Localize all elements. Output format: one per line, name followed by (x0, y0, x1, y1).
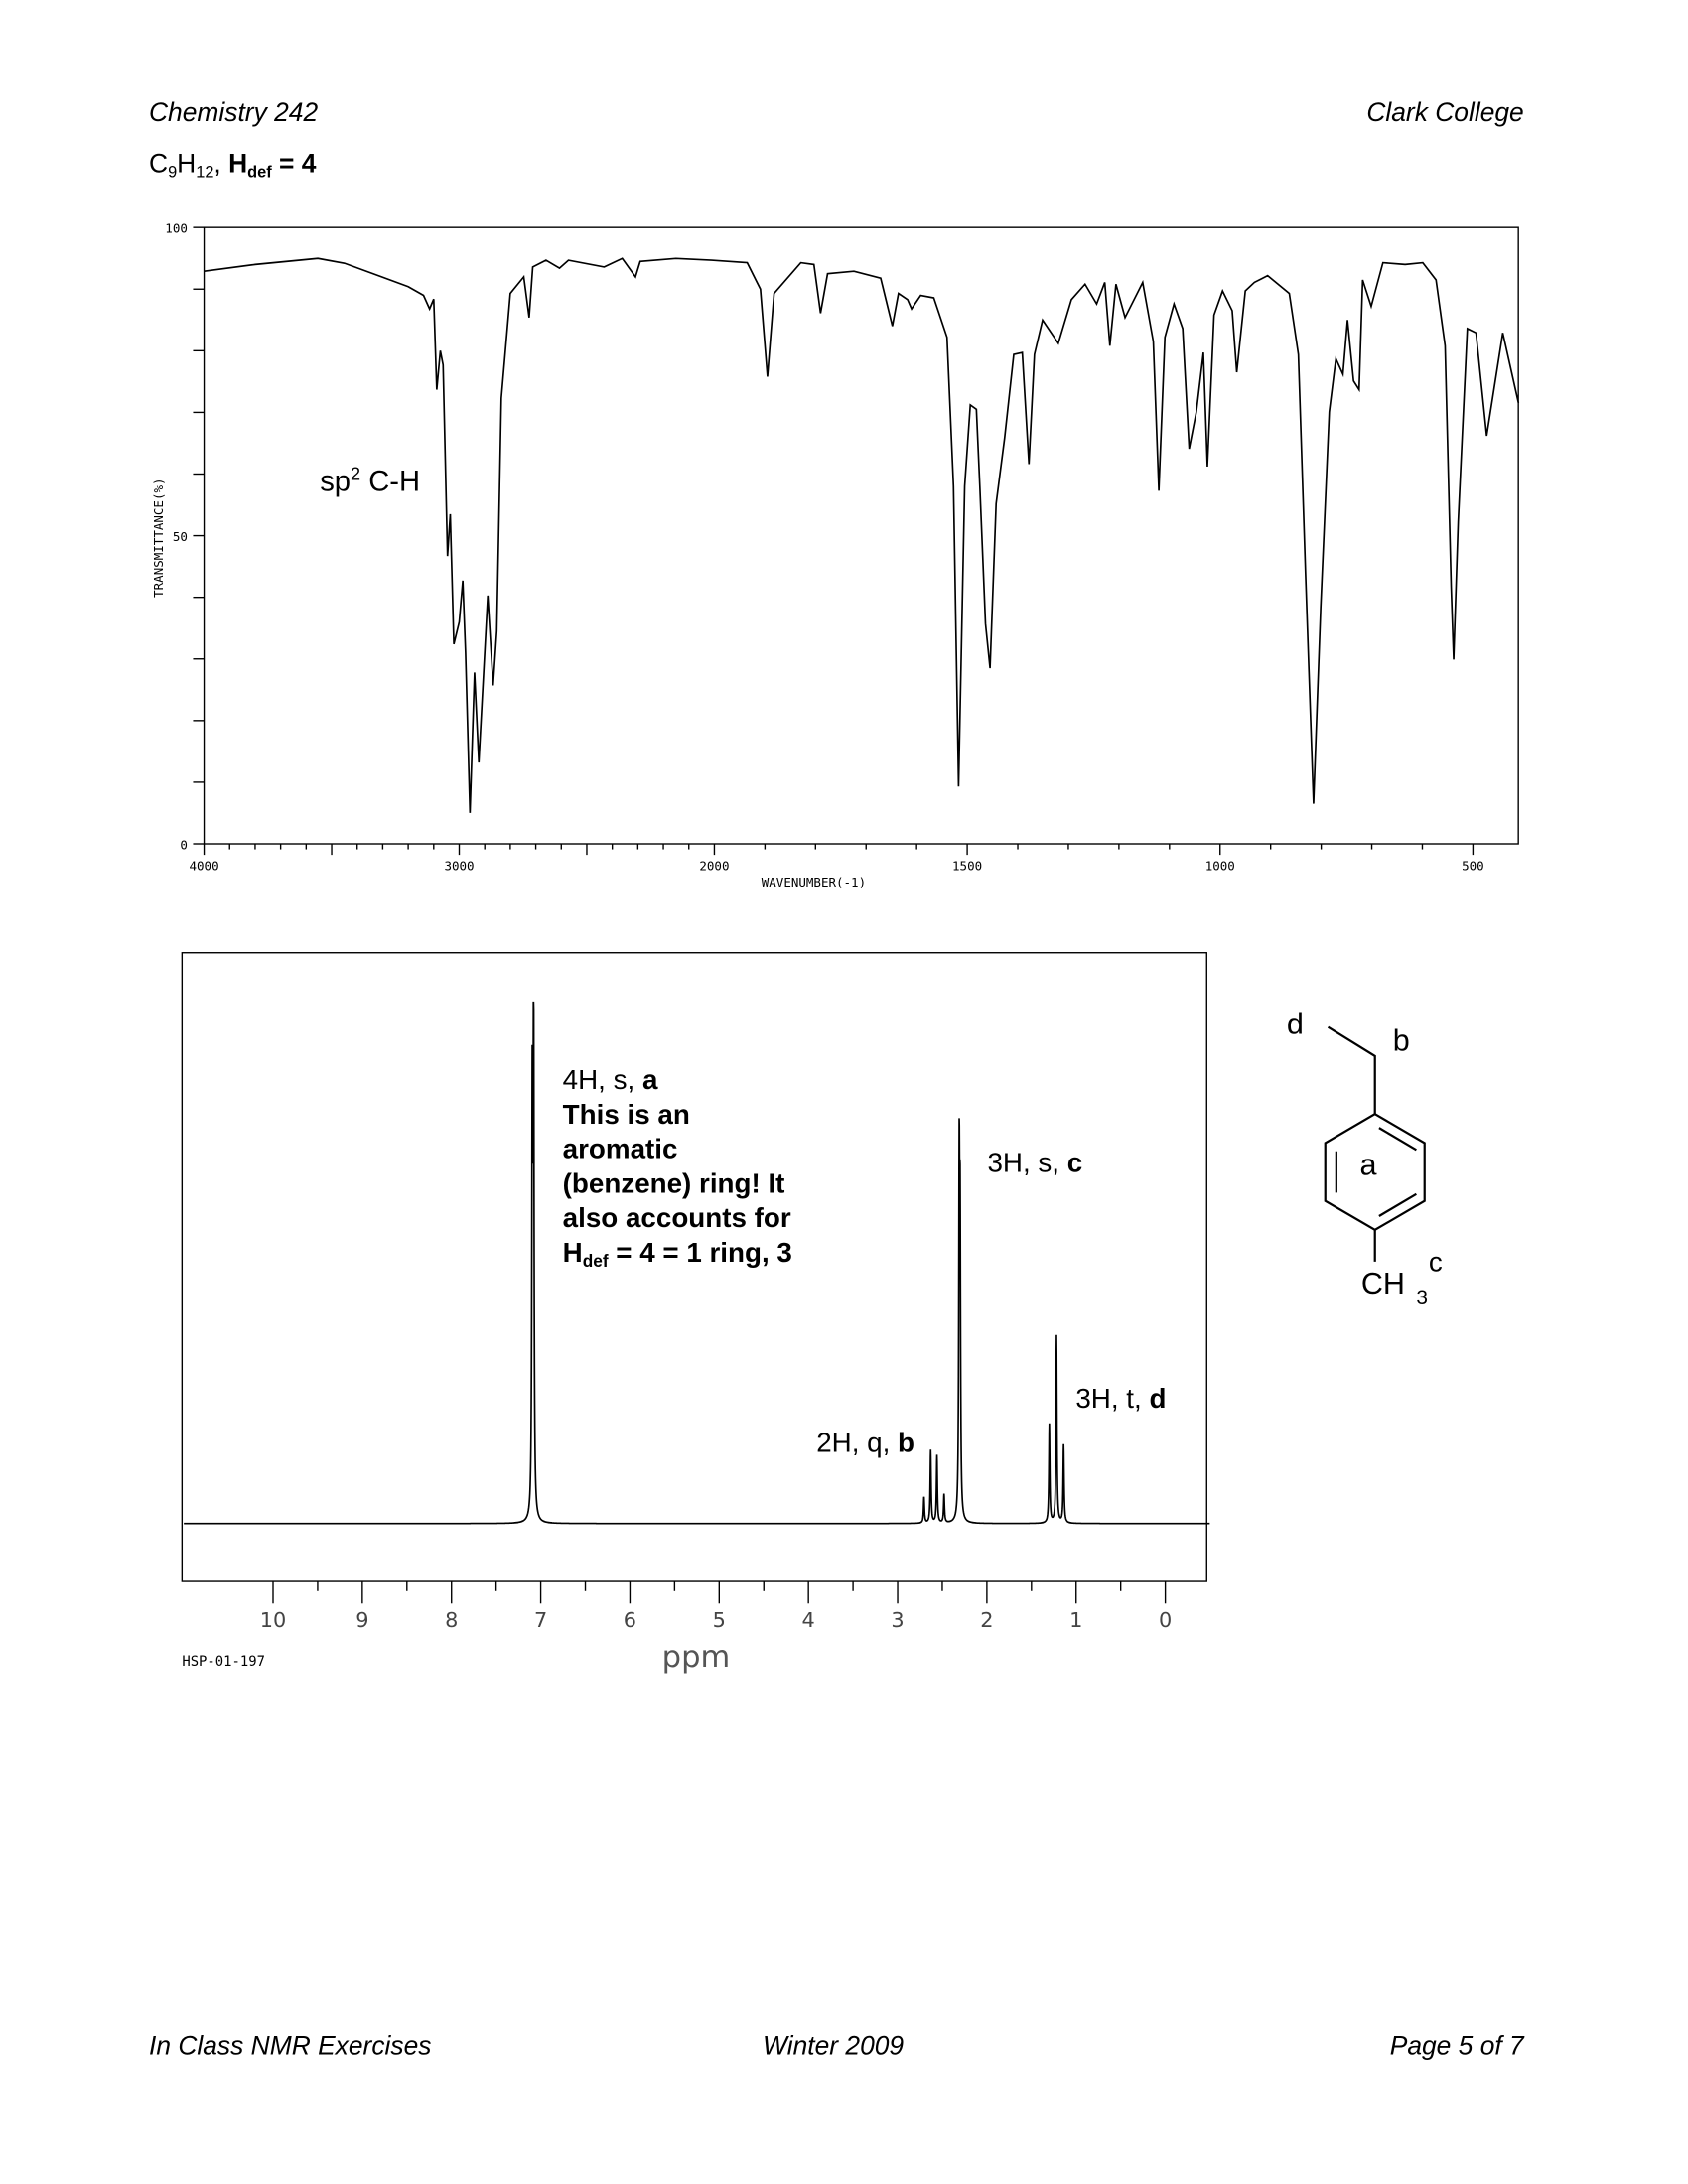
double-bond-lower-right (1378, 1192, 1417, 1217)
ann-a-l2: This is an (562, 1100, 690, 1131)
ann-sp: sp (320, 466, 352, 498)
nmr-spectrum-code: HSP-01-197 (182, 1654, 265, 1670)
hdef: H (228, 150, 248, 180)
ann-a-l6-rest: = 4 = 1 ring, 3 (608, 1238, 792, 1269)
ann-a-l5: also accounts for (562, 1203, 791, 1235)
ir-x-tick-label: 1500 (952, 858, 982, 873)
label-b: b (1393, 1024, 1410, 1057)
double-bond-upper-right (1378, 1127, 1417, 1152)
hdef-value: = 4 (271, 150, 317, 180)
footer-center: Winter 2009 (763, 2032, 905, 2062)
hdef-sub: def (247, 163, 272, 182)
label-d: d (1287, 1008, 1304, 1041)
ir-x-tick-label: 1000 (1205, 858, 1235, 873)
ir-x-tick-label: 3000 (444, 858, 474, 873)
molecular-formula: C9H12, Hdef = 4 (149, 150, 316, 181)
ann-c-text: 3H, s, (987, 1148, 1067, 1179)
formula-c: C (149, 150, 169, 180)
nmr-plot-frame (181, 952, 1207, 1582)
ir-x-tick-label: 4000 (190, 858, 219, 873)
ir-y-tick-label: 100 (165, 221, 188, 236)
ir-annotation-sp2: sp2 C-H (320, 463, 421, 498)
nmr-x-tick-label: 2 (980, 1608, 993, 1632)
nmr-x-tick-label: 10 (260, 1608, 287, 1632)
ir-x-tick-label: 500 (1462, 858, 1484, 873)
label-a: a (1359, 1148, 1376, 1181)
ann-c-letter: c (1066, 1148, 1083, 1179)
nmr-spectrum-line (184, 1001, 1210, 1525)
label-ch: CH (1361, 1267, 1405, 1300)
nmr-x-tick-label: 3 (891, 1608, 904, 1632)
formula-sep: , (213, 150, 229, 180)
nmr-x-tick-label: 9 (355, 1608, 368, 1632)
ir-y-axis-label: TRANSMITTANCE(%) (151, 478, 166, 597)
ethyltoluene-structure: d b a CH 3 c (1287, 1008, 1443, 1309)
ann-b-letter: b (898, 1428, 915, 1459)
nmr-x-tick-label: 0 (1159, 1608, 1172, 1632)
label-ch-sub: 3 (1416, 1287, 1428, 1309)
nmr-x-tick-label: 6 (624, 1608, 636, 1632)
ir-spectrum-line (204, 257, 1520, 813)
nmr-x-tick-label: 5 (713, 1608, 726, 1632)
ann-b-text: 2H, q, (816, 1428, 899, 1459)
ir-y-tick-label: 0 (180, 838, 188, 853)
nmr-x-tick-label: 4 (802, 1608, 815, 1632)
nmr-annotation-a: 4H, s, a This is an aromatic (benzene) r… (563, 1064, 792, 1271)
formula-c-sub: 9 (168, 163, 178, 182)
ann-a-l3: aromatic (562, 1135, 678, 1165)
nmr-x-tick-label: 7 (534, 1608, 547, 1632)
nmr-x-axis-label: ppm (661, 1640, 731, 1676)
ann-d-text: 3H, t, (1075, 1384, 1150, 1416)
course-title: Chemistry 242 (149, 99, 319, 129)
formula-h: H (177, 150, 197, 180)
ann-a-letter: a (641, 1065, 658, 1097)
college-name: Clark College (1366, 99, 1524, 129)
ann-a-l4: (benzene) ring! It (562, 1168, 785, 1200)
ann-a-l6-h: H (562, 1238, 583, 1269)
nmr-annotation-c: 3H, s, c (987, 1148, 1082, 1182)
ir-y-tick-label: 50 (173, 529, 188, 544)
formula-h-sub: 12 (196, 163, 214, 182)
nmr-x-tick-label: 1 (1069, 1608, 1082, 1632)
ann-ch: C-H (360, 466, 421, 498)
nmr-annotation-d: 3H, t, d (1075, 1383, 1166, 1418)
ann-sup: 2 (351, 463, 361, 484)
nmr-x-tick-label: 8 (445, 1608, 458, 1632)
ir-x-axis-label: WAVENUMBER(-1) (762, 875, 866, 889)
ir-x-tick-label: 2000 (699, 858, 729, 873)
footer-right: Page 5 of 7 (1389, 2032, 1524, 2062)
ann-a-l1: 4H, s, (562, 1065, 642, 1097)
ethyl-bonds (1327, 1025, 1376, 1115)
label-c: c (1429, 1247, 1443, 1278)
nmr-annotation-b: 2H, q, b (816, 1428, 914, 1462)
nmr-spectrum-chart: 10 9 8 7 6 5 4 3 2 1 0 (181, 952, 1210, 1632)
ann-d-letter: d (1149, 1384, 1167, 1416)
footer-left: In Class NMR Exercises (149, 2032, 432, 2062)
ann-a-l6-sub: def (582, 1251, 609, 1272)
